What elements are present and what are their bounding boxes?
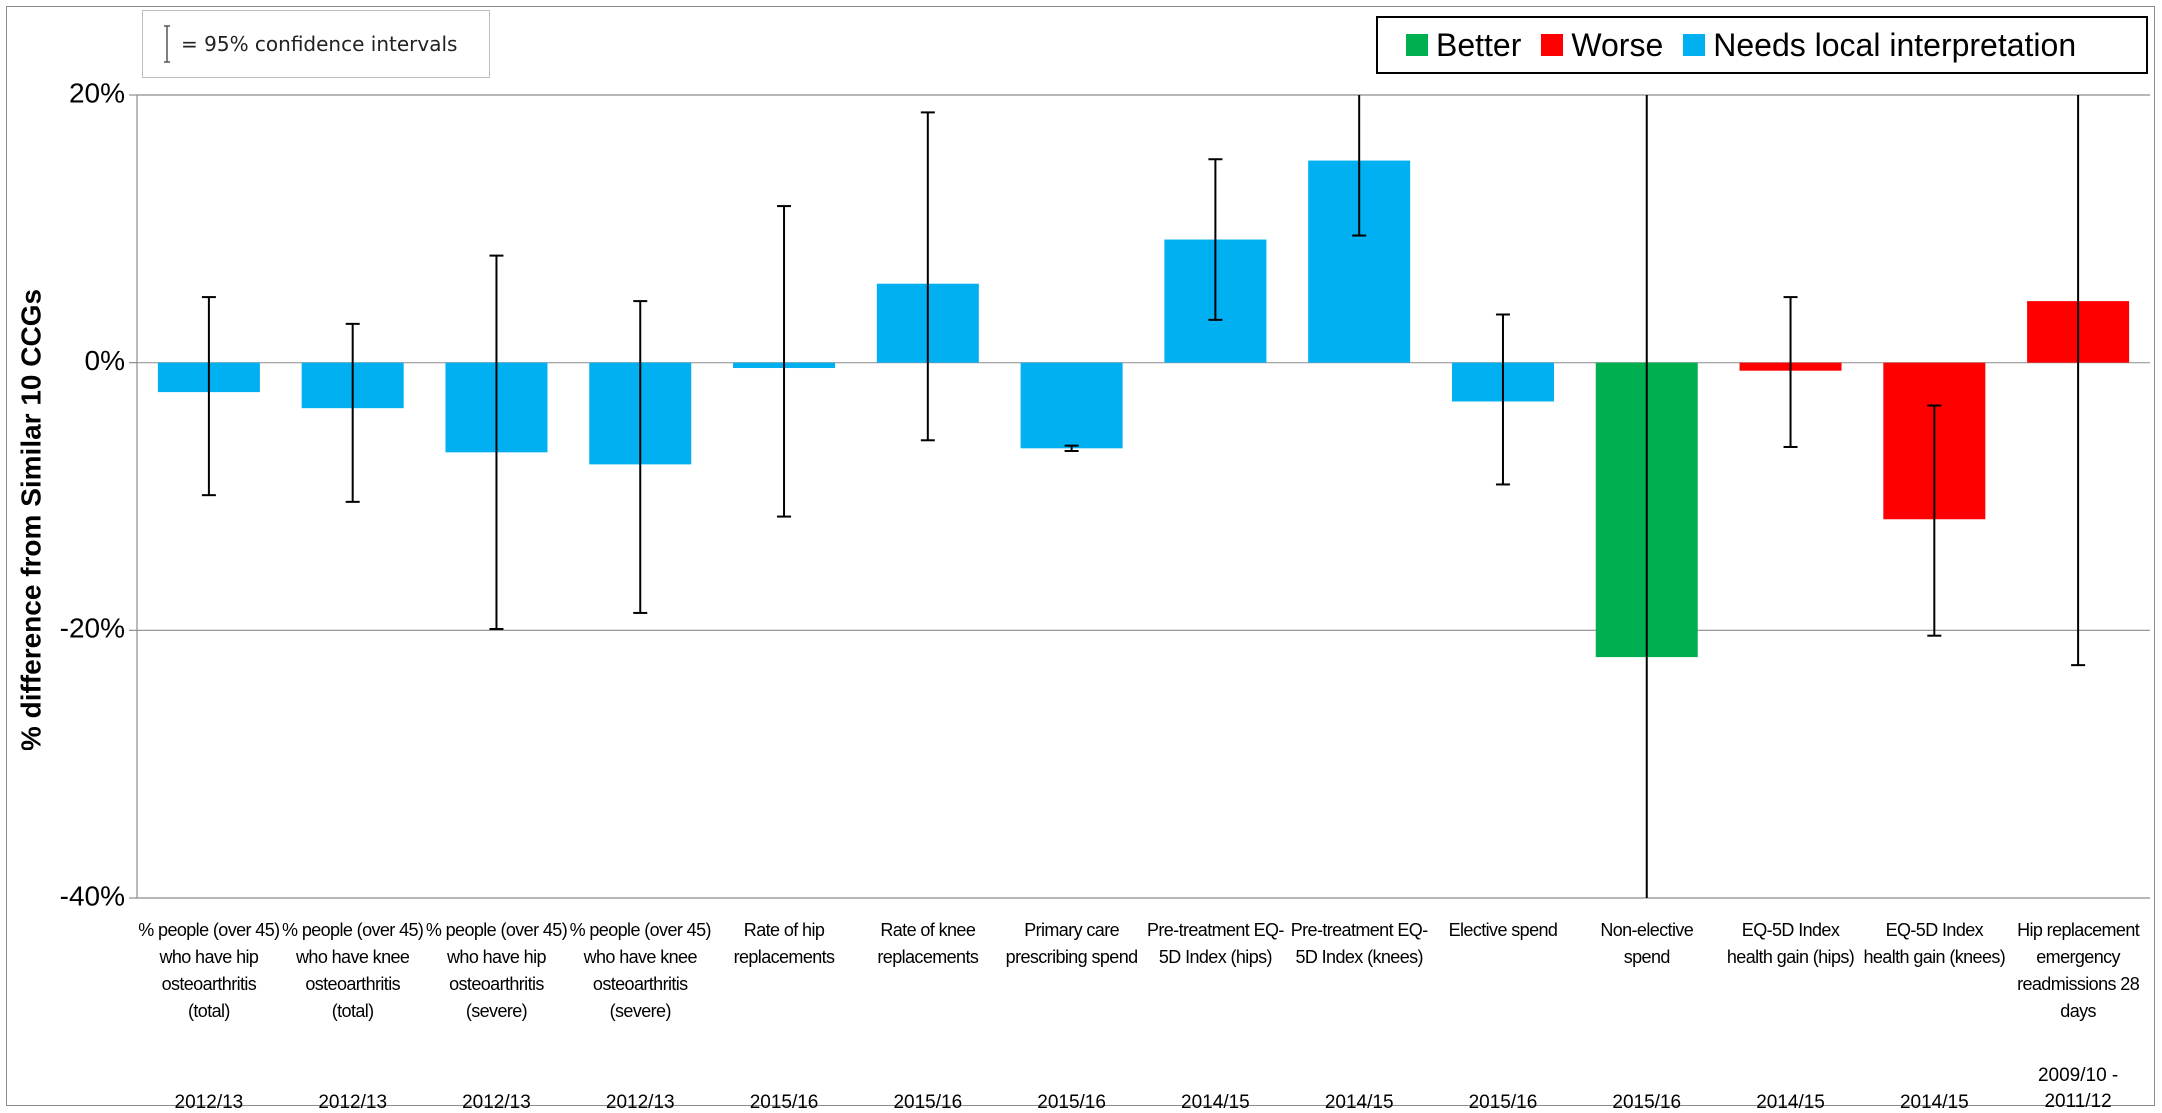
x-category-label: % people (over 45) who have hip osteoarthr… [138, 920, 279, 1021]
x-category-label: Elective spend [1449, 920, 1558, 940]
x-category-label: Primary care prescribing spend [1006, 920, 1138, 967]
y-tick-label: 0% [85, 345, 125, 376]
x-category-label: % people (over 45) who have knee osteoarth… [570, 920, 711, 1021]
x-period-label: 2012/13 [606, 1092, 675, 1113]
x-period-label: 2015/16 [1612, 1092, 1681, 1113]
legend-label-needs-local-interpretation: Needs local interpretation [1713, 26, 2077, 63]
x-period-label: 2012/13 [318, 1092, 387, 1113]
x-period-label: 2012/13 [175, 1092, 244, 1113]
legend-swatch-needs-local-interpretation [1683, 34, 1706, 56]
x-period-label: 2015/16 [750, 1092, 819, 1113]
x-period-label: 2014/15 [1756, 1092, 1825, 1113]
y-tick-label: -20% [60, 613, 125, 644]
x-period-label: 2014/15 [1900, 1092, 1969, 1113]
x-category-label: % people (over 45) who have hip osteoarthr… [426, 920, 567, 1021]
legend-swatch-better [1406, 34, 1428, 56]
x-period-label: 2015/16 [1469, 1092, 1538, 1113]
legend-label-worse: Worse [1571, 26, 1664, 63]
x-period-label: 2009/10 -2011/12 [2038, 1065, 2118, 1112]
x-period-label: 2014/15 [1181, 1092, 1250, 1113]
x-period-label: 2012/13 [462, 1092, 531, 1113]
x-category-label: Pre-treatment EQ-5D Index (knees) [1291, 920, 1428, 967]
legend-item-better: Better [1406, 27, 1521, 64]
x-category-label: Pre-treatment EQ-5D Index (hips) [1147, 920, 1284, 967]
bar [1020, 362, 1123, 449]
x-category-label: % people (over 45) who have knee osteoarth… [282, 920, 423, 1021]
error-bar-icon [164, 25, 170, 63]
y-axis-title-box: % difference from Similar 10 CCGs [15, 290, 46, 750]
legend: Better Worse Needs local interpretation [1376, 16, 2148, 74]
x-category-label: Rate of hip replacements [734, 920, 835, 967]
confidence-interval-note: = 95% confidence intervals [142, 10, 490, 78]
x-category-label: EQ-5D Index health gain (hips) [1727, 920, 1854, 967]
x-category-label: EQ-5D Index health gain (knees) [1863, 920, 2005, 967]
chart-frame [6, 6, 2155, 1106]
x-period-label: 2015/16 [893, 1092, 962, 1113]
x-category-label: Rate of knee replacements [877, 920, 978, 967]
confidence-interval-note-text: = 95% confidence intervals [181, 32, 458, 56]
x-period-label: 2014/15 [1325, 1092, 1394, 1113]
y-axis-title: % difference from Similar 10 CCGs [15, 290, 46, 750]
x-category-label: Non-elective spend [1600, 920, 1693, 967]
legend-item-worse: Worse [1541, 27, 1663, 64]
x-category-label: Hip replacement emergency readmissions 28 d… [2017, 920, 2140, 1021]
legend-item-needs-local-interpretation: Needs local interpretation [1683, 27, 2076, 64]
legend-swatch-worse [1541, 34, 1564, 56]
y-tick-label: 20% [69, 77, 125, 108]
y-tick-label: -40% [60, 880, 125, 911]
legend-label-better: Better [1436, 26, 1522, 63]
x-period-label: 2015/16 [1037, 1092, 1106, 1113]
